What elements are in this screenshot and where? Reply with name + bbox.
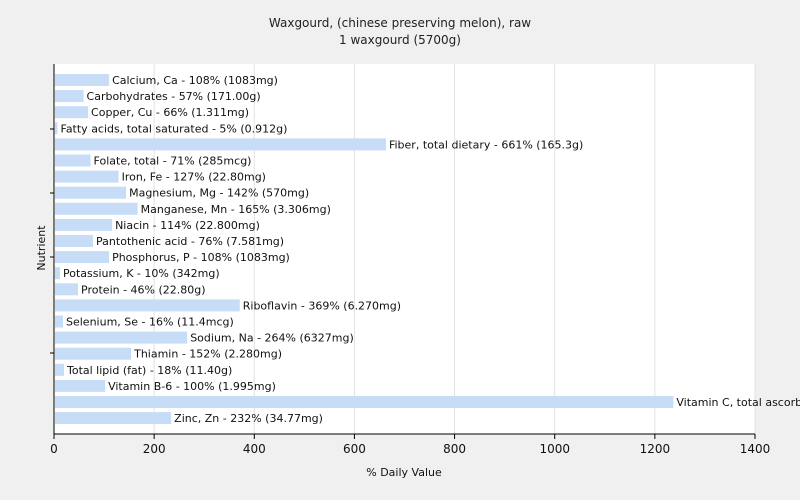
bar-label: Fiber, total dietary - 661% (165.3g)	[389, 138, 583, 151]
x-tick-labels: 0 200 400 600 800 1000 1200 1400	[50, 442, 770, 456]
bar	[55, 299, 240, 312]
x-tick-label: 1400	[740, 442, 771, 456]
bar	[55, 347, 132, 360]
bar	[55, 315, 64, 328]
bar-label: Manganese, Mn - 165% (3.306mg)	[141, 203, 331, 216]
bar-label: Magnesium, Mg - 142% (570mg)	[129, 187, 309, 200]
bar-label: Protein - 46% (22.80g)	[81, 283, 206, 296]
bar-label: Calcium, Ca - 108% (1083mg)	[112, 74, 278, 87]
bar	[55, 74, 110, 86]
bar-label: Carbohydrates - 57% (171.00g)	[87, 90, 261, 103]
bar	[55, 283, 79, 296]
bar	[55, 138, 386, 151]
x-tick-label: 0	[50, 442, 58, 456]
bar-label: Vitamin B-6 - 100% (1.995mg)	[108, 380, 276, 393]
bar	[55, 235, 94, 247]
chart-subtitle: 1 waxgourd (5700g)	[339, 33, 461, 47]
bar	[55, 202, 138, 215]
bar	[55, 122, 58, 135]
x-tick-label: 400	[243, 442, 266, 456]
bar	[55, 331, 188, 344]
x-tick-label: 200	[143, 442, 166, 456]
bar	[55, 154, 91, 167]
x-tick-label: 800	[443, 442, 466, 456]
y-axis-title: Nutrient	[35, 225, 48, 271]
bar	[55, 412, 172, 425]
plot-background	[54, 64, 755, 434]
gridlines	[153, 64, 756, 434]
bar	[55, 186, 127, 199]
bar	[55, 267, 61, 280]
bar-label: Phosphorus, P - 108% (1083mg)	[112, 251, 290, 264]
bar-label: Niacin - 114% (22.800mg)	[115, 219, 260, 232]
bar	[55, 218, 113, 231]
bar-label: Zinc, Zn - 232% (34.77mg)	[174, 412, 323, 425]
bar	[55, 363, 65, 376]
bar	[55, 396, 674, 408]
bar-label: Folate, total - 71% (285mcg)	[94, 155, 252, 168]
bar-label: Sodium, Na - 264% (6327mg)	[190, 332, 354, 345]
bar	[55, 379, 106, 392]
x-tick-label: 1200	[640, 442, 671, 456]
bars: Calcium, Ca - 108% (1083mg) Carbohydrates…	[55, 74, 800, 425]
bar-label: Total lipid (fat) - 18% (11.40g)	[66, 364, 232, 377]
chart-title: Waxgourd, (chinese preserving melon), ra…	[268, 16, 532, 30]
bar	[55, 251, 110, 264]
bar-label: Vitamin C, total ascorbic acid - 1235% (…	[676, 396, 800, 409]
bar-label: Riboflavin - 369% (6.270mg)	[243, 299, 401, 312]
bar-label: Thiamin - 152% (2.280mg)	[133, 348, 282, 361]
bar-label: Copper, Cu - 66% (1.311mg)	[91, 106, 249, 119]
x-tick-label: 600	[343, 442, 366, 456]
bar-label: Iron, Fe - 127% (22.80mg)	[122, 171, 266, 184]
x-tick-label: 1000	[539, 442, 570, 456]
bar	[55, 170, 119, 183]
bar	[55, 90, 84, 103]
bar	[55, 106, 89, 119]
bar-label: Selenium, Se - 16% (11.4mcg)	[66, 316, 234, 329]
axes	[50, 64, 756, 439]
x-axis-title: % Daily Value	[366, 466, 442, 479]
bar-label: Potassium, K - 10% (342mg)	[63, 267, 220, 280]
bar-label: Fatty acids, total saturated - 5% (0.912…	[61, 122, 288, 135]
bar-label: Pantothenic acid - 76% (7.581mg)	[96, 235, 284, 248]
plot-area	[54, 64, 755, 434]
